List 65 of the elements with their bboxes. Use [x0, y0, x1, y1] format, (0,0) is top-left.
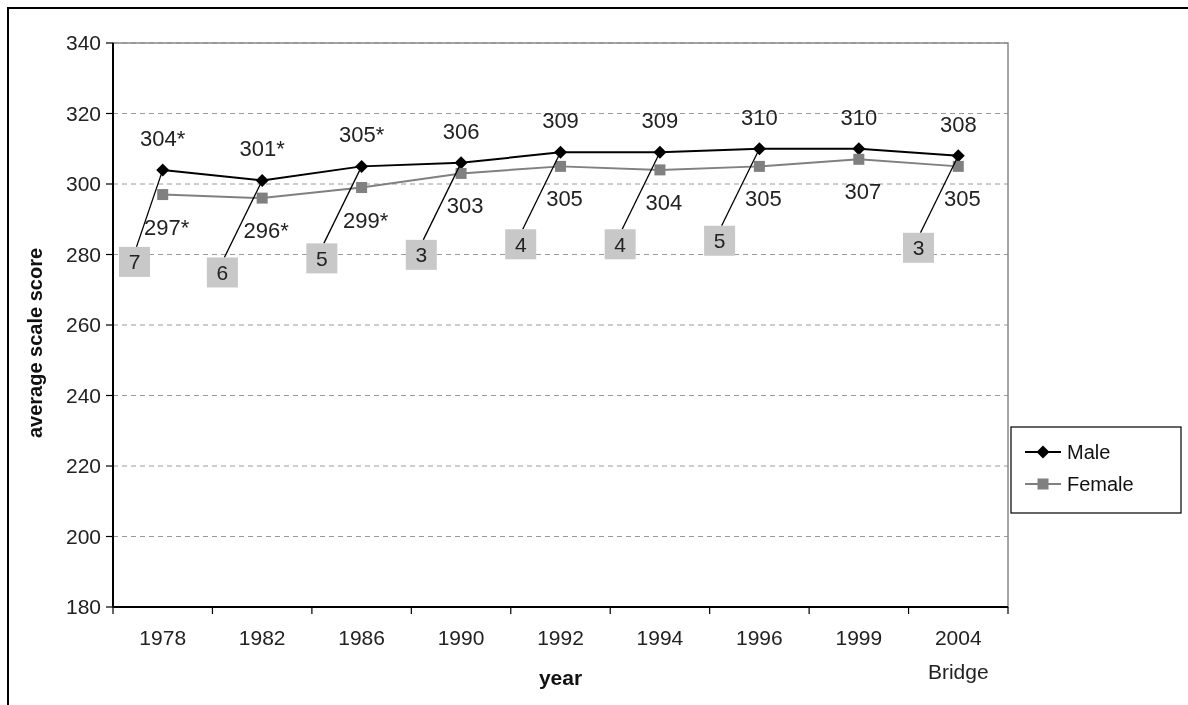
x-tick-label: 1994: [636, 626, 684, 649]
annotation: 5: [315, 246, 328, 270]
point: [555, 160, 566, 172]
point: [752, 142, 766, 156]
point: [156, 163, 170, 177]
x-tick-label: 1978: [139, 626, 187, 649]
data-label: 299*: [342, 207, 389, 233]
annotation: 5: [713, 229, 726, 253]
y-tick-label: 340: [65, 31, 101, 55]
annotation: 4: [614, 232, 627, 256]
x-tick-label: 1986: [338, 626, 385, 649]
data-label: 308: [939, 111, 977, 137]
point: [356, 182, 368, 194]
point: [952, 160, 964, 172]
data-label: 309: [641, 108, 679, 134]
x-tick-label: 1990: [437, 626, 485, 649]
y-tick-label: 300: [65, 172, 101, 196]
point: [355, 159, 369, 173]
point: [753, 160, 765, 172]
x-tick-label: 2004 Bridge: [927, 626, 989, 683]
x-tick-label: 1996: [736, 626, 783, 649]
data-label: 310: [840, 104, 878, 130]
x-tick-label: 1999: [835, 626, 883, 649]
y-axis-title: average scale score: [24, 247, 46, 439]
data-label: 305: [745, 186, 782, 212]
point: [653, 145, 667, 159]
point: [554, 145, 567, 159]
y-tick-label: 280: [65, 242, 101, 266]
data-label: 310: [741, 104, 778, 130]
data-label: 309: [542, 108, 579, 134]
y-tick-label: 200: [65, 524, 101, 548]
data-label: 301*: [239, 136, 286, 162]
point: [157, 189, 169, 201]
y-tick-label: 180: [65, 595, 101, 619]
x-axis-title: year: [538, 666, 583, 689]
point: [454, 156, 468, 170]
point: [256, 192, 268, 204]
data-label: 305*: [338, 122, 385, 148]
annotation: 7: [128, 250, 141, 274]
y-tick-label: 260: [65, 313, 101, 337]
x-tick-label: 1992: [537, 626, 584, 649]
annotation: 3: [415, 243, 428, 267]
y-tick-label: 220: [65, 454, 101, 478]
y-tick-label: 320: [65, 101, 101, 125]
x-tick-label: 1982: [238, 626, 286, 649]
data-label: 303: [446, 193, 484, 219]
point: [852, 142, 866, 156]
annotation: 6: [216, 261, 229, 285]
annotation: 4: [514, 232, 527, 256]
data-label: 305: [546, 186, 583, 212]
point: [255, 173, 269, 187]
legend-label: Male: [1067, 441, 1111, 464]
data-label: 304*: [140, 125, 186, 151]
legend-label: Female: [1067, 473, 1134, 496]
data-label: 306: [442, 118, 480, 144]
point: [853, 153, 865, 165]
point: [654, 164, 666, 176]
annotation: 3: [912, 236, 925, 260]
y-tick-label: 240: [65, 383, 101, 407]
data-label: 307: [844, 179, 882, 205]
data-label: 305: [943, 186, 981, 212]
point: [455, 167, 467, 179]
data-label: 297*: [144, 214, 190, 240]
data-label: 304: [645, 189, 683, 215]
data-label: 296*: [243, 218, 290, 244]
